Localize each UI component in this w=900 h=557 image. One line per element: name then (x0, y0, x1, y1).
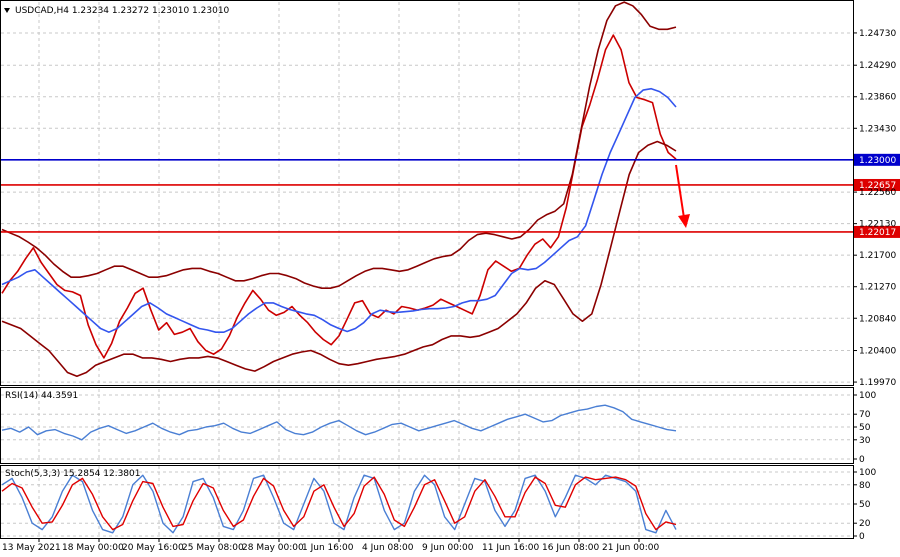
y-tick-label: 1.21700 (859, 251, 896, 261)
y-tick-label: 80 (859, 481, 871, 491)
stoch-series-layer (1, 474, 677, 534)
x-tick-label: 16 Jun 08:00 (542, 543, 599, 553)
y-tick-label: 0 (859, 455, 865, 465)
y-tick-label: 1.22130 (859, 220, 896, 230)
level-label: 1.22657 (859, 181, 896, 191)
series-line-3 (1, 140, 677, 378)
rsi-series-layer (1, 404, 677, 441)
rsi-grid (1, 389, 853, 460)
series-line-0 (1, 404, 677, 441)
x-tick-label: 20 May 16:00 (122, 543, 184, 553)
y-tick-label: 100 (859, 468, 876, 478)
y-tick-label: 20 (859, 519, 871, 529)
y-tick-label: 1.23430 (859, 124, 896, 134)
stoch-y-ticks: 100 80 50 20 0 (853, 468, 876, 542)
rsi-header: RSI(14) 44.3591 (5, 391, 78, 401)
y-tick-label: 1.19970 (859, 378, 896, 388)
x-tick-label: 21 Jun 00:00 (602, 543, 659, 553)
down-arrow-annotation (675, 164, 690, 228)
y-tick-label: 1.24290 (859, 61, 896, 71)
y-tick-label: 30 (859, 436, 871, 446)
stoch-panel-frame (0, 465, 854, 539)
x-tick-label: 4 Jun 08:00 (362, 543, 414, 553)
stoch-grid (1, 466, 853, 537)
main-grid (1, 2, 853, 385)
x-tick-label: 9 Jun 00:00 (422, 543, 474, 553)
y-tick-label: 1.20840 (859, 314, 896, 324)
main-series-layer (1, 1, 677, 378)
level-tag (854, 178, 900, 191)
price-levels-layer: 1.23000 1.22657 1.22017 (1, 153, 900, 238)
y-tick-label: 50 (859, 500, 871, 510)
main-panel-frame (0, 0, 854, 386)
stoch-header: Stoch(5,3,3) 15.2854 12.3801 (5, 469, 140, 479)
rsi-panel-frame (0, 387, 854, 464)
main-header: USDCAD,H4 1.23234 1.23272 1.23010 1.2301… (15, 6, 230, 16)
chart-menu-triangle-icon[interactable] (4, 8, 10, 13)
series-line-0 (1, 474, 677, 534)
level-tag (854, 225, 900, 238)
main-y-ticks: 1.24730 1.24290 1.23860 1.23430 1.22560 1.221… (853, 29, 896, 388)
series-line-0 (1, 34, 677, 359)
y-tick-label: 1.24730 (859, 29, 896, 39)
rsi-y-ticks: 100 70 50 30 0 (853, 391, 876, 465)
x-tick-label: 18 May 00:00 (62, 543, 124, 553)
x-tick-label: 11 Jun 16:00 (482, 543, 539, 553)
y-tick-label: 1.20400 (859, 347, 896, 357)
x-tick-label: 13 May 2021 (2, 543, 61, 553)
series-line-1 (1, 87, 677, 334)
series-line-1 (1, 476, 677, 531)
x-tick-label: 28 May 00:00 (242, 543, 304, 553)
y-tick-label: 1.22560 (859, 188, 896, 198)
y-tick-label: 70 (859, 410, 871, 420)
y-tick-label: 50 (859, 423, 871, 433)
y-tick-label: 1.21270 (859, 283, 896, 293)
x-tick-label: 1 Jun 16:00 (302, 543, 354, 553)
y-tick-label: 1.23860 (859, 93, 896, 103)
x-tick-label: 25 May 08:00 (182, 543, 244, 553)
y-tick-label: 100 (859, 391, 876, 401)
level-label: 1.23000 (859, 156, 896, 166)
y-tick-label: 0 (859, 532, 865, 542)
level-tag (854, 153, 900, 166)
level-label: 1.22017 (859, 228, 896, 238)
series-line-2 (1, 1, 677, 290)
